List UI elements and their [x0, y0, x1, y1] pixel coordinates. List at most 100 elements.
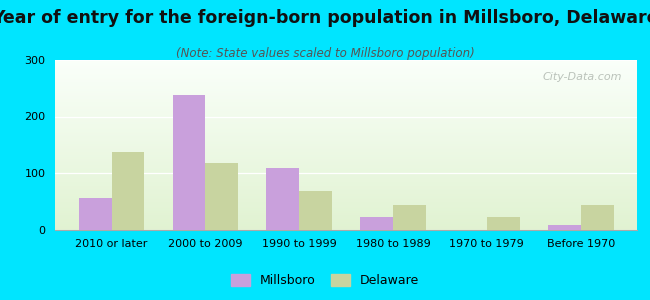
Bar	[55, 87, 637, 88]
Bar	[55, 172, 637, 173]
Bar	[55, 89, 637, 90]
Bar	[55, 218, 637, 219]
Bar	[55, 110, 637, 111]
Bar	[55, 196, 637, 197]
Bar	[55, 109, 637, 110]
Bar	[172, 95, 205, 230]
Bar	[55, 124, 637, 125]
Bar	[55, 190, 637, 191]
Bar	[55, 85, 637, 86]
Bar	[55, 203, 637, 204]
Bar	[55, 65, 637, 66]
Bar	[55, 129, 637, 130]
Bar	[55, 212, 637, 213]
Bar	[55, 90, 637, 91]
Bar	[55, 98, 637, 99]
Bar	[55, 226, 637, 227]
Bar	[55, 103, 637, 104]
Bar	[205, 163, 238, 230]
Bar	[55, 181, 637, 182]
Bar	[55, 173, 637, 174]
Bar	[55, 199, 637, 200]
Bar	[55, 185, 637, 186]
Bar	[55, 145, 637, 146]
Bar	[55, 119, 637, 120]
Bar	[55, 126, 637, 127]
Bar	[55, 81, 637, 82]
Bar	[55, 118, 637, 119]
Bar	[55, 74, 637, 75]
Bar	[55, 174, 637, 175]
Bar	[55, 67, 637, 68]
Bar	[55, 151, 637, 152]
Bar	[55, 189, 637, 190]
Bar	[55, 194, 637, 195]
Bar	[55, 97, 637, 98]
Bar	[55, 70, 637, 71]
Bar	[55, 144, 637, 145]
Bar	[55, 204, 637, 205]
Bar	[55, 76, 637, 77]
Bar	[55, 134, 637, 135]
Bar	[55, 149, 637, 150]
Bar	[55, 72, 637, 73]
Bar	[55, 201, 637, 202]
Bar	[55, 146, 637, 147]
Bar	[55, 99, 637, 100]
Bar	[55, 227, 637, 228]
Bar	[55, 161, 637, 162]
Bar	[55, 169, 637, 170]
Bar	[55, 69, 637, 70]
Bar	[55, 216, 637, 217]
Bar	[55, 102, 637, 103]
Bar	[55, 113, 637, 114]
Bar	[55, 217, 637, 218]
Bar	[55, 108, 637, 109]
Bar	[393, 205, 426, 230]
Bar	[55, 139, 637, 140]
Bar	[55, 219, 637, 220]
Bar	[55, 64, 637, 65]
Bar	[360, 217, 393, 230]
Bar	[55, 192, 637, 193]
Bar	[55, 83, 637, 84]
Bar	[55, 155, 637, 156]
Bar	[55, 118, 637, 119]
Bar	[55, 224, 637, 225]
Bar	[112, 152, 144, 230]
Bar	[55, 120, 637, 121]
Bar	[55, 202, 637, 203]
Bar	[55, 170, 637, 171]
Bar	[55, 137, 637, 138]
Bar	[55, 171, 637, 172]
Bar	[55, 130, 637, 131]
Bar	[55, 198, 637, 199]
Bar	[55, 206, 637, 207]
Bar	[55, 220, 637, 221]
Bar	[55, 221, 637, 222]
Bar	[299, 191, 332, 230]
Bar	[55, 193, 637, 194]
Bar	[55, 210, 637, 211]
Bar	[55, 114, 637, 115]
Bar	[55, 92, 637, 93]
Bar	[55, 93, 637, 94]
Bar	[55, 179, 637, 180]
Bar	[55, 135, 637, 136]
Bar	[55, 105, 637, 106]
Bar	[55, 138, 637, 139]
Bar	[55, 160, 637, 161]
Bar	[79, 198, 112, 230]
Bar	[55, 183, 637, 184]
Bar	[55, 211, 637, 212]
Bar	[55, 223, 637, 224]
Bar	[55, 152, 637, 153]
Bar	[55, 60, 637, 61]
Legend: Millsboro, Delaware: Millsboro, Delaware	[226, 269, 424, 292]
Bar	[55, 184, 637, 185]
Bar	[55, 167, 637, 168]
Bar	[55, 180, 637, 181]
Bar	[55, 197, 637, 198]
Bar	[55, 140, 637, 141]
Bar	[55, 88, 637, 89]
